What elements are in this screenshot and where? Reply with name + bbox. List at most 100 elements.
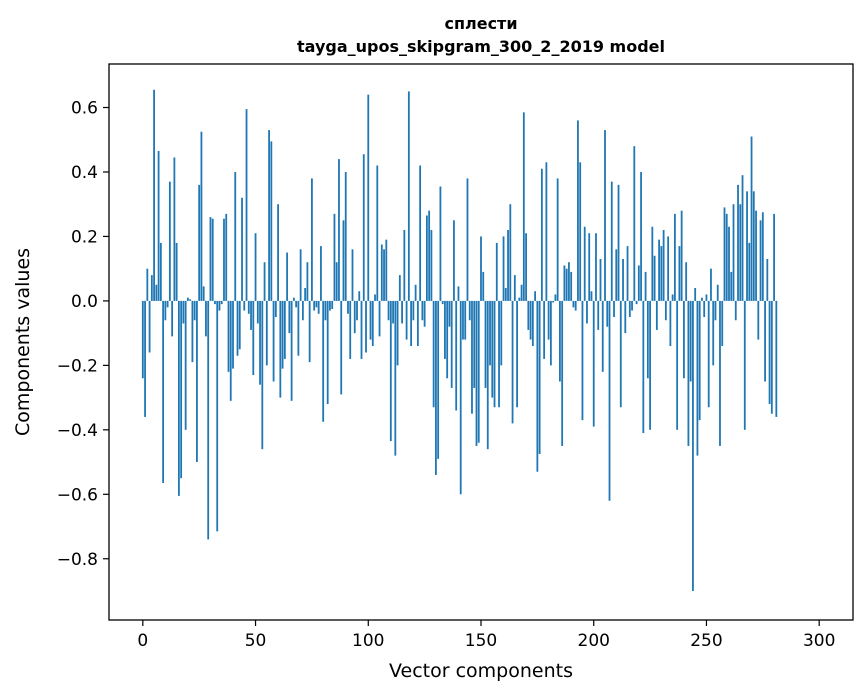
- bar: [581, 300, 584, 421]
- bar: [743, 300, 746, 430]
- bar: [662, 229, 665, 301]
- bar: [752, 191, 755, 301]
- bar: [538, 300, 541, 454]
- bar: [484, 300, 487, 388]
- bar: [491, 300, 494, 398]
- x-axis-label: Vector components: [389, 660, 573, 682]
- bar: [649, 300, 651, 430]
- bar: [187, 297, 189, 301]
- bar: [189, 299, 192, 301]
- x-tick-label: 250: [690, 631, 722, 651]
- bar: [448, 300, 451, 327]
- bar: [511, 300, 514, 424]
- bar: [329, 300, 331, 311]
- bar: [468, 300, 471, 321]
- bar: [730, 271, 733, 301]
- bar: [344, 171, 347, 301]
- bar: [619, 300, 622, 408]
- bar: [577, 120, 579, 301]
- bar: [416, 300, 419, 347]
- bar: [522, 112, 525, 301]
- bar: [164, 300, 167, 321]
- bar: [459, 300, 462, 495]
- bar: [734, 300, 737, 321]
- bar: [214, 300, 216, 305]
- bar: [290, 300, 293, 401]
- bar: [725, 213, 728, 301]
- bar: [446, 300, 449, 379]
- bar: [692, 300, 694, 591]
- bar: [162, 300, 165, 484]
- bar: [556, 178, 559, 301]
- bar: [646, 300, 649, 379]
- bar: [238, 300, 241, 350]
- bar: [150, 275, 153, 301]
- bar: [247, 300, 250, 314]
- bar: [741, 175, 744, 301]
- chart-title-line-1: сплести: [444, 14, 517, 33]
- y-tick-label: −0.4: [57, 421, 98, 441]
- bar: [270, 141, 273, 301]
- bar: [574, 300, 577, 311]
- y-axis-label: Components values: [12, 248, 34, 436]
- bar: [435, 300, 437, 475]
- bar: [229, 300, 232, 401]
- y-axis-ticks: −0.8 −0.6 −0.4 −0.2 0.0 0.2 0.4 0.6: [57, 99, 109, 570]
- bar: [464, 300, 467, 340]
- bar: [601, 300, 604, 372]
- bar: [155, 284, 158, 301]
- bar: [374, 294, 376, 301]
- bar: [714, 300, 717, 321]
- bar: [209, 217, 212, 301]
- bar: [205, 300, 207, 337]
- bar: [317, 300, 320, 314]
- bar: [378, 300, 381, 337]
- bar: [761, 212, 764, 301]
- bar: [180, 300, 183, 479]
- bar: [595, 233, 597, 301]
- bar: [398, 275, 401, 301]
- bar: [622, 259, 624, 301]
- bar: [159, 242, 162, 301]
- bar: [324, 300, 327, 321]
- bar: [421, 300, 424, 321]
- x-tick-label: 0: [137, 631, 148, 651]
- bar: [407, 91, 410, 301]
- bar: [764, 300, 766, 382]
- bar: [200, 131, 203, 301]
- bar: [268, 130, 270, 301]
- bar: [428, 210, 431, 301]
- bar: [288, 300, 291, 334]
- bar: [545, 162, 548, 301]
- bar: [525, 233, 527, 301]
- bar: [295, 300, 298, 308]
- bar: [425, 215, 428, 301]
- bar: [281, 300, 284, 369]
- bar: [331, 300, 334, 309]
- bar: [536, 300, 539, 472]
- bar: [757, 300, 760, 340]
- y-tick-label: 0.0: [71, 292, 98, 312]
- bar: [579, 162, 582, 301]
- bar: [198, 184, 201, 301]
- bar: [333, 213, 336, 301]
- bar: [559, 300, 561, 382]
- bar: [554, 294, 557, 301]
- bar: [362, 154, 365, 301]
- bar: [383, 249, 385, 301]
- bar: [651, 226, 654, 301]
- bar: [376, 165, 379, 301]
- bar: [696, 300, 699, 456]
- bar: [437, 300, 440, 459]
- bar: [256, 300, 259, 324]
- bar: [673, 213, 676, 301]
- bar: [252, 300, 255, 376]
- bar: [245, 109, 248, 301]
- bar: [642, 300, 645, 434]
- bar: [723, 207, 726, 301]
- bar: [568, 262, 570, 301]
- bar: [177, 300, 180, 496]
- bar: [502, 236, 505, 301]
- bar: [338, 159, 340, 301]
